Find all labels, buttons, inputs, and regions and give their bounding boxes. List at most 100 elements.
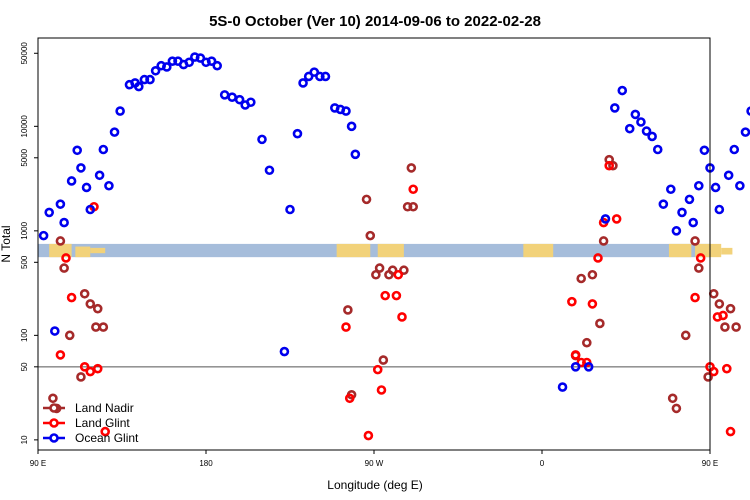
data-point — [393, 269, 404, 280]
data-point — [658, 199, 669, 209]
data-point — [731, 322, 741, 332]
data-point — [100, 426, 110, 437]
data-point — [59, 263, 69, 273]
land-patch — [523, 243, 554, 258]
series-land-glint — [55, 160, 736, 441]
data-point — [636, 117, 646, 127]
data-point — [703, 372, 713, 382]
data-point — [570, 350, 581, 360]
data-point — [292, 128, 303, 139]
data-point — [576, 273, 587, 284]
data-point — [315, 71, 325, 82]
data-point — [408, 201, 419, 212]
data-point — [617, 85, 628, 96]
data-point — [76, 163, 86, 173]
data-point — [595, 318, 605, 329]
data-point — [624, 123, 635, 134]
legend-label: Ocean Glint — [75, 431, 139, 445]
data-point — [587, 299, 598, 309]
x-axis: 90 E 180 90 W 0 90 E — [30, 450, 718, 468]
data-point — [567, 296, 577, 307]
data-point — [600, 214, 611, 224]
y-tick-label: 5000 — [20, 148, 29, 166]
data-point — [708, 366, 719, 377]
y-tick-label: 10000 — [20, 115, 29, 138]
data-point — [397, 312, 407, 322]
data-point — [693, 263, 704, 273]
data-point — [162, 62, 172, 72]
data-point — [665, 184, 676, 195]
data-point — [641, 126, 652, 136]
data-point — [109, 127, 120, 137]
data-point — [391, 290, 402, 301]
ocean-band — [38, 243, 710, 258]
data-point — [746, 106, 750, 116]
data-points — [38, 52, 750, 441]
data-point — [630, 109, 641, 120]
data-point — [104, 180, 114, 191]
data-point — [115, 106, 125, 116]
data-point — [227, 92, 237, 102]
data-point — [320, 71, 331, 82]
data-point — [350, 149, 361, 160]
data-point — [380, 290, 391, 301]
legend-label: Land Nadir — [75, 401, 134, 415]
legend-marker — [49, 403, 59, 413]
data-point — [714, 299, 725, 309]
data-point — [699, 145, 710, 156]
data-point — [44, 207, 55, 218]
data-point — [79, 362, 90, 372]
data-point — [406, 163, 417, 173]
data-point — [365, 230, 376, 241]
data-point — [361, 194, 372, 205]
data-point — [721, 363, 732, 374]
x-tick-label: 0 — [540, 459, 545, 468]
data-point — [576, 357, 587, 368]
series-ocean-glint — [38, 52, 750, 392]
data-point — [55, 350, 66, 360]
latitude-band — [38, 243, 733, 258]
data-point — [257, 134, 267, 145]
data-point — [66, 176, 77, 186]
y-tick-label: 100 — [20, 328, 29, 342]
data-point — [81, 182, 92, 193]
data-point — [376, 385, 387, 395]
data-point — [234, 94, 245, 105]
data-point — [49, 326, 60, 336]
data-point — [98, 322, 109, 332]
data-point — [55, 236, 66, 246]
data-point — [139, 74, 150, 85]
y-tick-label: 1000 — [20, 221, 29, 239]
data-point — [581, 337, 592, 348]
data-point — [98, 144, 109, 155]
legend-marker — [49, 418, 59, 428]
data-point — [85, 299, 96, 309]
data-point — [671, 403, 682, 414]
data-point — [371, 269, 381, 280]
data-point — [346, 121, 357, 132]
data-point — [710, 182, 721, 193]
series-land-nadir — [48, 154, 741, 414]
y-tick-label: 50 — [20, 362, 29, 371]
data-point — [688, 217, 699, 228]
data-point — [583, 362, 594, 372]
land-patch — [90, 247, 106, 254]
data-point — [677, 207, 687, 218]
data-point — [150, 65, 161, 76]
y-tick-label: 10 — [20, 435, 29, 444]
data-point — [341, 322, 351, 332]
data-point — [671, 226, 682, 236]
data-point — [652, 144, 663, 155]
data-point — [303, 71, 314, 82]
data-point — [76, 372, 86, 382]
data-point — [92, 303, 103, 314]
data-point — [372, 364, 383, 375]
data-point — [344, 393, 355, 404]
data-point — [298, 78, 308, 88]
data-point — [341, 106, 351, 116]
x-tick-label: 90 E — [30, 459, 46, 468]
data-point — [374, 263, 385, 273]
data-point — [91, 322, 101, 332]
data-point — [718, 310, 728, 321]
